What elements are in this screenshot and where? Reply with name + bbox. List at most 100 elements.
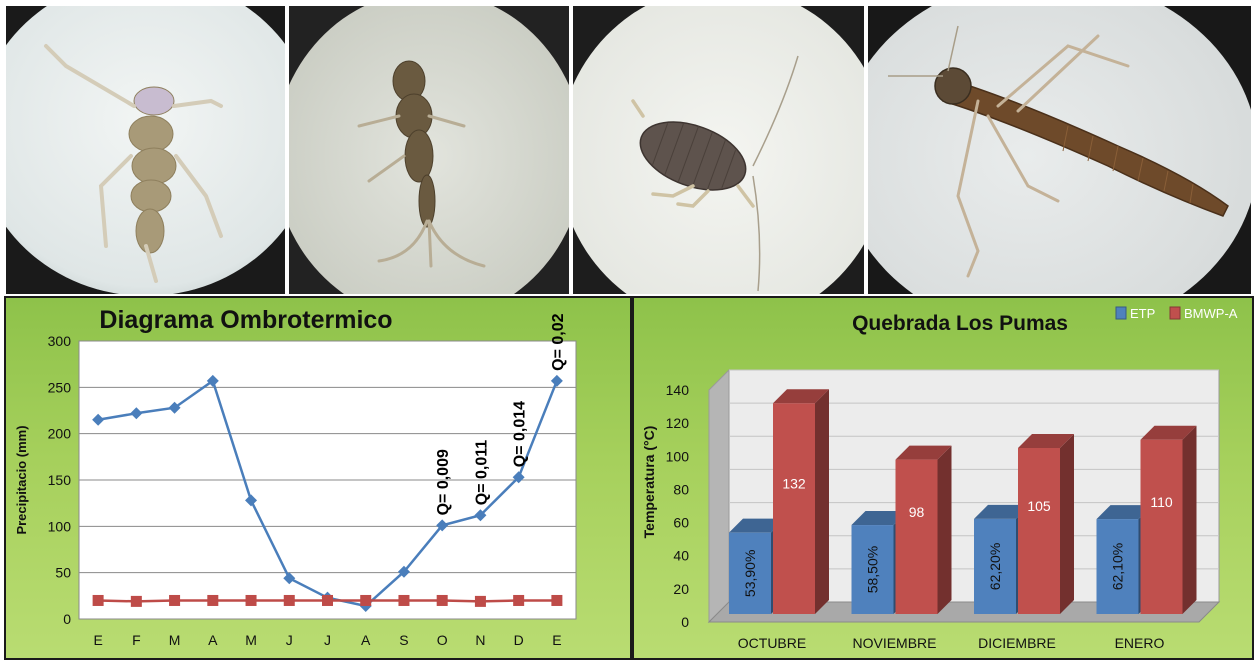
- chart-title: Quebrada Los Pumas: [852, 312, 1068, 335]
- data-point: [551, 594, 563, 606]
- data-label: 62,10%: [1110, 543, 1126, 590]
- x-tick-label: M: [169, 632, 181, 648]
- data-point: [474, 595, 486, 607]
- data-label: 110: [1150, 494, 1173, 510]
- y-tick-label: 200: [48, 426, 72, 442]
- bar-side: [1182, 425, 1197, 614]
- y-tick-label: 80: [673, 481, 689, 497]
- data-label: 132: [782, 476, 806, 492]
- bar-chart: 0 20 40 60 80 100 120 140 53,90% 132 58,50% 98 62,2…: [641, 306, 1238, 651]
- data-label: 53,90%: [742, 550, 758, 597]
- bar-top: [1096, 505, 1153, 520]
- data-point: [513, 594, 525, 606]
- bar-top: [851, 511, 908, 526]
- bar-top: [1018, 434, 1074, 448]
- y-axis-label: Temperatura (°C): [641, 426, 657, 539]
- legend-swatch: [1115, 306, 1127, 320]
- y-tick-label: 0: [681, 614, 689, 630]
- bar-top: [729, 518, 785, 533]
- data-point: [397, 565, 410, 578]
- chart-title: Diagrama Ombrotermico: [99, 306, 393, 334]
- data-point: [130, 595, 142, 607]
- x-tick-label: E: [93, 632, 102, 648]
- bar-top: [974, 504, 1030, 519]
- data-point: [169, 594, 181, 606]
- y-tick-label: 50: [55, 565, 71, 581]
- bar-side: [937, 445, 952, 614]
- data-annotation: Q= 0,011: [473, 440, 490, 505]
- legend-label: ETP: [1130, 306, 1155, 321]
- data-label: 105: [1027, 498, 1051, 514]
- bar: [1018, 448, 1060, 614]
- data-annotation: Q= 0,014: [512, 401, 529, 467]
- data-point: [207, 594, 219, 606]
- x-tick-label: OCTUBRE: [738, 635, 806, 651]
- data-point: [245, 594, 257, 606]
- x-tick-label: F: [132, 632, 141, 648]
- bar: [1096, 519, 1139, 614]
- x-tick-label: D: [514, 632, 524, 648]
- specimen-photo-1: [6, 6, 285, 294]
- y-tick-label: 120: [666, 415, 690, 431]
- x-tick-label: ENERO: [1115, 635, 1165, 651]
- y-tick-label: 40: [673, 548, 689, 564]
- y-tick-label: 250: [48, 379, 72, 395]
- specimen-photo-3: [573, 6, 864, 294]
- y-tick-label: 140: [666, 382, 690, 398]
- data-annotation: Q= 0,02: [550, 313, 567, 370]
- legend-swatch: [1169, 306, 1181, 320]
- x-tick-label: A: [208, 632, 218, 648]
- data-label: 58,50%: [865, 546, 881, 593]
- x-tick-label: A: [361, 632, 371, 648]
- y-tick-label: 100: [48, 518, 72, 534]
- x-tick-label: M: [245, 632, 257, 648]
- data-point: [436, 594, 448, 606]
- data-point: [283, 594, 295, 606]
- x-tick-label: N: [475, 632, 485, 648]
- data-point: [550, 374, 563, 387]
- data-point: [474, 509, 487, 522]
- bar-side: [815, 389, 829, 614]
- data-point: [130, 407, 143, 420]
- data-label: 98: [909, 504, 925, 520]
- legend-label: BMWP-A: [1184, 306, 1238, 321]
- bar: [851, 525, 894, 614]
- x-tick-label: NOVIEMBRE: [852, 635, 936, 651]
- bar-chart-panel: Quebrada Los Pumas 0 20 40 60 80 100 120 140 53…: [632, 296, 1254, 660]
- specimen-photo-4: [868, 6, 1251, 294]
- x-tick-label: E: [552, 632, 561, 648]
- bar-top: [773, 389, 829, 404]
- x-tick-label: O: [437, 632, 448, 648]
- y-tick-label: 100: [666, 448, 690, 464]
- bar: [895, 459, 938, 614]
- bar-top: [895, 445, 952, 460]
- bar-side: [1060, 434, 1074, 614]
- data-point: [245, 494, 258, 507]
- bar-top: [1140, 425, 1197, 440]
- bar: [974, 518, 1016, 614]
- data-point: [168, 401, 181, 414]
- data-point: [92, 413, 105, 426]
- y-tick-label: 300: [48, 333, 72, 349]
- data-point: [360, 594, 372, 606]
- side-wall: [708, 368, 730, 624]
- bar: [1140, 439, 1183, 614]
- ombrothermic-chart-panel: Diagrama Ombrotermico 0 50 100 150 200 250 300…: [4, 296, 632, 660]
- floor: [707, 601, 1221, 623]
- data-point: [92, 594, 104, 606]
- data-point: [283, 572, 296, 585]
- y-axis-label: Precipitacio (mm): [14, 425, 29, 534]
- bar: [729, 532, 771, 614]
- y-tick-label: 60: [673, 515, 689, 531]
- x-tick-label: DICIEMBRE: [978, 635, 1056, 651]
- data-point: [398, 594, 410, 606]
- y-tick-label: 20: [673, 581, 689, 597]
- y-tick-label: 0: [63, 611, 71, 627]
- x-tick-label: J: [324, 632, 331, 648]
- data-point: [206, 374, 219, 387]
- data-point: [322, 594, 333, 606]
- bar: [773, 403, 815, 614]
- x-tick-label: J: [286, 632, 293, 648]
- data-annotation: Q= 0,009: [435, 449, 452, 515]
- data-point: [436, 519, 449, 532]
